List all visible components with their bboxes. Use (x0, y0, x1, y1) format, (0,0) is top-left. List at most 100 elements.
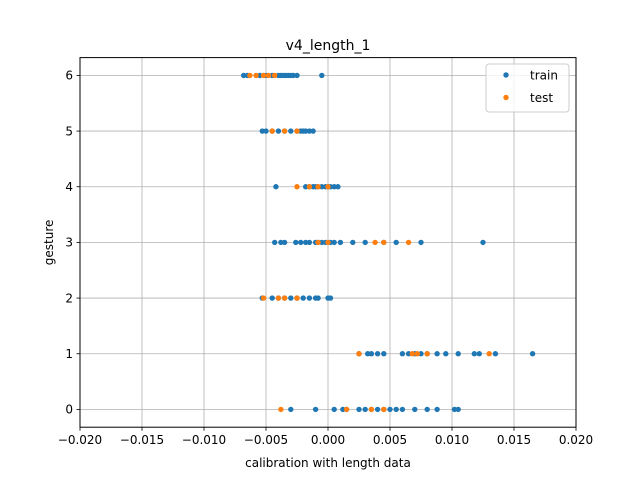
point-train (335, 184, 341, 190)
point-test (281, 128, 288, 134)
point-train (434, 406, 440, 413)
point-train (529, 351, 536, 357)
point-train (362, 239, 368, 246)
point-train (331, 184, 337, 190)
point-test (315, 184, 321, 190)
point-train (306, 128, 313, 134)
point-train (412, 406, 418, 413)
point-test (405, 239, 412, 246)
point-test (306, 184, 313, 190)
x-axis-ticks: −0.020 −0.015 −0.010 −0.005 0.000 0.005 0.010 0… (58, 427, 593, 447)
point-test (424, 351, 430, 357)
point-train (306, 295, 313, 301)
point-test (269, 128, 275, 134)
point-train (302, 184, 309, 190)
x-tick-label: 0.000 (311, 433, 345, 447)
legend-label-train: train (530, 69, 558, 83)
point-test (253, 72, 259, 79)
point-train (434, 351, 440, 357)
point-train (288, 128, 294, 134)
point-train (492, 351, 499, 357)
x-tick-label: −0.015 (120, 433, 164, 447)
x-tick-label: −0.010 (182, 433, 226, 447)
y-axis-label: gesture (42, 220, 56, 266)
y-tick-label: 0 (65, 403, 73, 417)
point-test (343, 406, 350, 413)
legend-marker-test (503, 94, 509, 101)
point-train (275, 128, 282, 134)
point-test (260, 72, 267, 79)
x-tick-label: 0.010 (435, 433, 469, 447)
point-train (257, 72, 263, 79)
point-train (471, 351, 478, 357)
point-test (281, 295, 288, 301)
point-train (293, 239, 299, 246)
point-train (340, 406, 346, 413)
point-train (362, 406, 368, 413)
point-train (443, 351, 449, 357)
point-train (319, 72, 325, 79)
x-tick-label: 0.020 (559, 433, 593, 447)
point-test (265, 72, 272, 79)
point-train (331, 406, 337, 413)
legend-marker-train (503, 72, 509, 78)
point-test (381, 239, 387, 246)
point-train (387, 406, 393, 413)
point-train (374, 351, 381, 357)
point-test (486, 351, 492, 357)
legend-label-test: test (530, 91, 553, 105)
legend: train test (485, 63, 570, 113)
point-test (381, 406, 387, 413)
point-train (364, 351, 371, 357)
point-train (337, 239, 344, 246)
point-train (288, 406, 294, 413)
point-train (294, 72, 300, 79)
point-train (393, 239, 399, 246)
point-train (281, 239, 288, 246)
point-train (319, 239, 325, 246)
point-test (294, 295, 300, 301)
point-train (455, 351, 461, 357)
point-test (325, 239, 331, 246)
point-train (399, 351, 406, 357)
point-train (480, 239, 486, 246)
x-axis-label: calibration with length data (245, 456, 411, 470)
point-train (368, 351, 375, 357)
point-train (310, 128, 316, 134)
point-train (306, 239, 313, 246)
point-test (294, 184, 300, 190)
point-test (275, 295, 282, 301)
point-train (315, 295, 321, 301)
point-train (269, 295, 275, 301)
y-tick-label: 5 (65, 124, 73, 138)
point-test (325, 184, 331, 190)
point-train (451, 406, 458, 413)
point-test (356, 351, 362, 357)
point-train (327, 295, 334, 301)
point-test (315, 239, 321, 246)
point-test (372, 239, 378, 246)
point-train (298, 239, 304, 246)
point-test (271, 72, 278, 79)
y-axis-ticks: 0 1 2 3 4 5 6 (65, 69, 80, 417)
point-train (374, 406, 381, 413)
x-tick-label: 0.005 (373, 433, 407, 447)
point-train (273, 184, 279, 190)
y-tick-label: 6 (65, 69, 73, 83)
point-test (278, 406, 284, 413)
point-train (424, 406, 430, 413)
x-tick-label: −0.005 (244, 433, 288, 447)
point-test (368, 406, 375, 413)
y-tick-label: 1 (65, 347, 73, 361)
point-train (399, 406, 406, 413)
point-test (260, 295, 267, 301)
point-train (288, 295, 294, 301)
y-tick-label: 2 (65, 291, 73, 305)
point-train (312, 406, 319, 413)
point-train (240, 72, 247, 79)
point-train (271, 239, 278, 246)
point-train (263, 128, 269, 134)
point-train (356, 406, 362, 413)
point-train (350, 239, 356, 246)
